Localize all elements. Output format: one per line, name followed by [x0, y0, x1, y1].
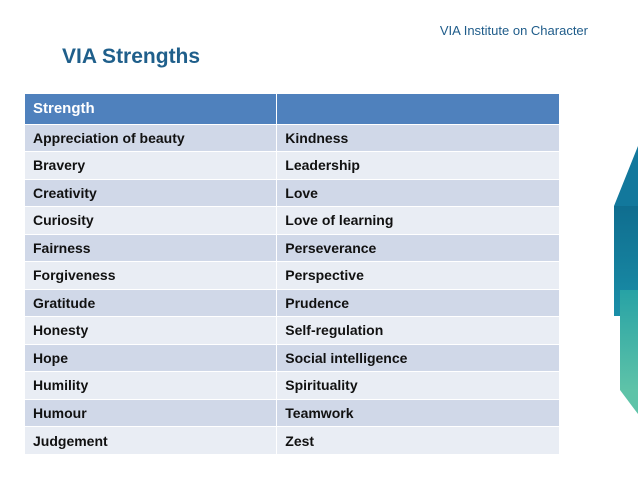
column-header-blank	[276, 94, 560, 124]
table-cell: Creativity	[25, 178, 278, 207]
table-row: Forgiveness Perspective	[25, 261, 560, 289]
decorative-ribbon-tip	[620, 390, 638, 414]
table-header-row: Strength	[25, 94, 560, 124]
table-cell: Bravery	[25, 151, 278, 179]
table-cell: Judgement	[25, 426, 278, 454]
table-row: Creativity Love	[25, 178, 560, 207]
table-cell: Fairness	[25, 233, 278, 262]
table-cell: Perseverance	[276, 233, 560, 262]
table-cell: Kindness	[276, 123, 560, 152]
table-row: Hope Social intelligence	[25, 343, 560, 372]
table-cell: Gratitude	[25, 288, 278, 317]
table-row: Honesty Self-regulation	[25, 316, 560, 344]
organization-header: VIA Institute on Character	[439, 23, 588, 38]
table-cell: Leadership	[276, 151, 560, 179]
table-cell: Zest	[276, 426, 560, 454]
table-row: Judgement Zest	[25, 426, 560, 454]
table-body: Appreciation of beauty Kindness Bravery …	[25, 123, 560, 454]
table-cell: Humour	[25, 398, 278, 427]
table-cell: Social intelligence	[276, 343, 560, 372]
table-row: Humility Spirituality	[25, 371, 560, 399]
table-cell: Spirituality	[276, 371, 560, 399]
table-cell: Love of learning	[276, 206, 560, 234]
table-cell: Teamwork	[276, 398, 560, 427]
table-row: Humour Teamwork	[25, 398, 560, 427]
column-header-strength: Strength	[25, 94, 278, 124]
table-row: Gratitude Prudence	[25, 288, 560, 317]
table-cell: Love	[276, 178, 560, 207]
table-row: Appreciation of beauty Kindness	[25, 123, 560, 152]
table-row: Bravery Leadership	[25, 151, 560, 179]
table-row: Curiosity Love of learning	[25, 206, 560, 234]
decorative-ribbon-bar-light	[620, 290, 638, 390]
decorative-ribbon-top	[614, 146, 638, 206]
table-cell: Hope	[25, 343, 278, 372]
table-cell: Curiosity	[25, 206, 278, 234]
table-cell: Forgiveness	[25, 261, 278, 289]
table-cell: Appreciation of beauty	[25, 123, 278, 152]
table-cell: Prudence	[276, 288, 560, 317]
table-cell: Humility	[25, 371, 278, 399]
table-row: Fairness Perseverance	[25, 233, 560, 262]
slide-title: VIA Strengths	[62, 45, 201, 68]
strengths-table: Strength Appreciation of beauty Kindness…	[25, 94, 560, 454]
table-cell: Self-regulation	[276, 316, 560, 344]
table-cell: Perspective	[276, 261, 560, 289]
table-cell: Honesty	[25, 316, 278, 344]
